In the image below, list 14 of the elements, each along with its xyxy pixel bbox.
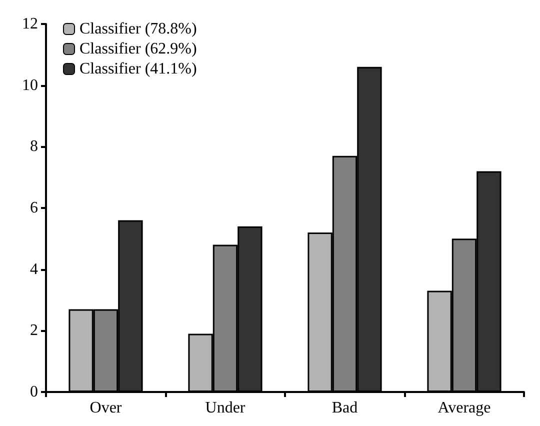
y-tick-label: 4	[30, 260, 38, 278]
x-tick-label: Over	[90, 400, 122, 416]
x-tick-label: Average	[438, 400, 491, 416]
y-tick-label: 2	[30, 322, 38, 340]
x-tick-label: Bad	[332, 400, 358, 416]
legend-label: Classifier (62.9%)	[80, 40, 197, 58]
y-tick-label: 12	[22, 16, 38, 32]
y-tick-label: 6	[30, 200, 38, 216]
y-tick-label: 10	[22, 76, 38, 94]
y-tick-label: 8	[30, 138, 38, 156]
legend-label: Classifier (41.1%)	[80, 60, 197, 78]
y-tick-label: 0	[30, 384, 38, 400]
x-tick-label: Under	[205, 400, 246, 416]
legend-label: Classifier (78.8%)	[80, 20, 197, 38]
